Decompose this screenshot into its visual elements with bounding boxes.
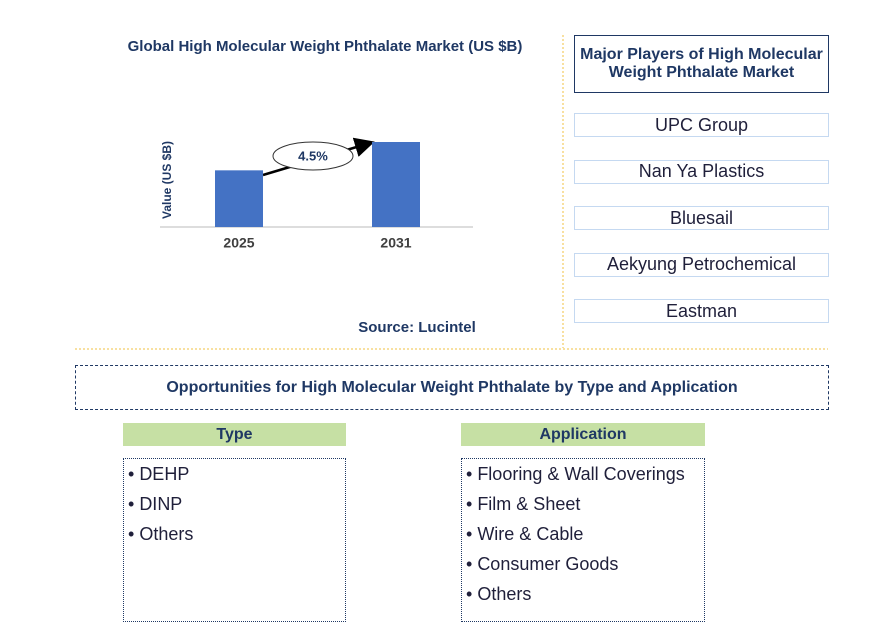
application-item: Film & Sheet [466,491,704,521]
type-list: DEHPDINPOthers [123,458,346,622]
chart-title: Global High Molecular Weight Phthalate M… [128,38,523,55]
player: UPC Group [574,113,829,137]
x-tick-label: 2025 [223,235,254,251]
type-header: Type [123,423,346,446]
type-item: Others [128,521,345,551]
application-item: Consumer Goods [466,551,704,581]
type-item: DEHP [128,461,345,491]
players-title: Major Players of High Molecular Weight P… [574,35,829,93]
application-list: Flooring & Wall CoveringsFilm & SheetWir… [461,458,705,622]
application-item: Others [466,581,704,611]
bar [215,170,263,227]
x-tick-label: 2031 [380,235,411,251]
player: Eastman [574,299,829,323]
type-item: DINP [128,491,345,521]
cagr-bubble [272,141,354,171]
player: Bluesail [574,206,829,230]
player: Aekyung Petrochemical [574,252,829,277]
source: Source: Lucintel [358,319,476,336]
application-header: Application [461,423,705,446]
cagr-label: 4.5% [298,148,328,163]
application-item: Wire & Cable [466,521,704,551]
player: Nan Ya Plastics [574,159,829,184]
bar [372,142,420,227]
application-item: Flooring & Wall Coverings [466,461,704,491]
y-axis-label: Value (US $B) [160,141,174,219]
opportunities-title: Opportunities for High Molecular Weight … [75,365,829,410]
